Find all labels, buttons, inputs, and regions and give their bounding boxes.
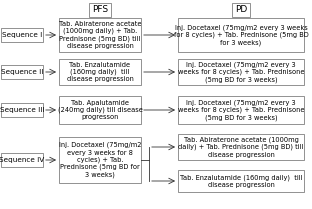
Text: Tab. Abiraterone acetate
(1000mg daily) + Tab.
Prednisone (5mg BD) till
disease : Tab. Abiraterone acetate (1000mg daily) … xyxy=(59,21,141,49)
FancyBboxPatch shape xyxy=(178,18,304,52)
Text: PD: PD xyxy=(235,5,247,14)
FancyBboxPatch shape xyxy=(1,103,43,117)
Text: Inj. Docetaxel (75mg/m2 every 3
weeks for 8 cycles) + Tab. Prednisone
(5mg BD fo: Inj. Docetaxel (75mg/m2 every 3 weeks fo… xyxy=(178,61,304,83)
Text: Inj. Docetaxel (75mg/m2 every 3 weeks
for 8 cycles) + Tab. Prednisone (5mg BD
fo: Inj. Docetaxel (75mg/m2 every 3 weeks fo… xyxy=(173,24,308,46)
Text: Inj. Docetaxel (75mg/m2 every 3
weeks for 8 cycles) + Tab. Prednisone
(5mg BD fo: Inj. Docetaxel (75mg/m2 every 3 weeks fo… xyxy=(178,99,304,121)
FancyBboxPatch shape xyxy=(1,153,43,167)
Text: Sequence II: Sequence II xyxy=(1,69,43,75)
Text: Tab. Abiraterone acetate (1000mg
daily) + Tab. Prednisone (5mg BD) till
disease : Tab. Abiraterone acetate (1000mg daily) … xyxy=(178,136,304,158)
FancyBboxPatch shape xyxy=(1,28,43,42)
Text: Inj. Docetaxel (75mg/m2
every 3 weeks for 8
cycles) + Tab.
Prednisone (5mg BD fo: Inj. Docetaxel (75mg/m2 every 3 weeks fo… xyxy=(59,142,141,178)
FancyBboxPatch shape xyxy=(178,134,304,160)
FancyBboxPatch shape xyxy=(178,96,304,124)
Text: PFS: PFS xyxy=(92,5,108,14)
Text: Sequence I: Sequence I xyxy=(2,32,42,38)
FancyBboxPatch shape xyxy=(59,59,141,85)
Text: Tab. Enzalutamide
(160mg daily)  till
disease progression: Tab. Enzalutamide (160mg daily) till dis… xyxy=(66,62,134,82)
Text: Sequence III: Sequence III xyxy=(0,107,44,113)
FancyBboxPatch shape xyxy=(59,96,141,124)
FancyBboxPatch shape xyxy=(178,59,304,85)
Text: Tab. Apalutamide
(240mg daily) till disease
progresson: Tab. Apalutamide (240mg daily) till dise… xyxy=(57,100,143,120)
FancyBboxPatch shape xyxy=(178,170,304,192)
FancyBboxPatch shape xyxy=(59,137,141,183)
FancyBboxPatch shape xyxy=(1,65,43,79)
FancyBboxPatch shape xyxy=(59,18,141,52)
Text: Sequence IV: Sequence IV xyxy=(0,157,45,163)
Text: Tab. Enzalutamide (160mg daily)  till
disease progression: Tab. Enzalutamide (160mg daily) till dis… xyxy=(180,174,302,188)
